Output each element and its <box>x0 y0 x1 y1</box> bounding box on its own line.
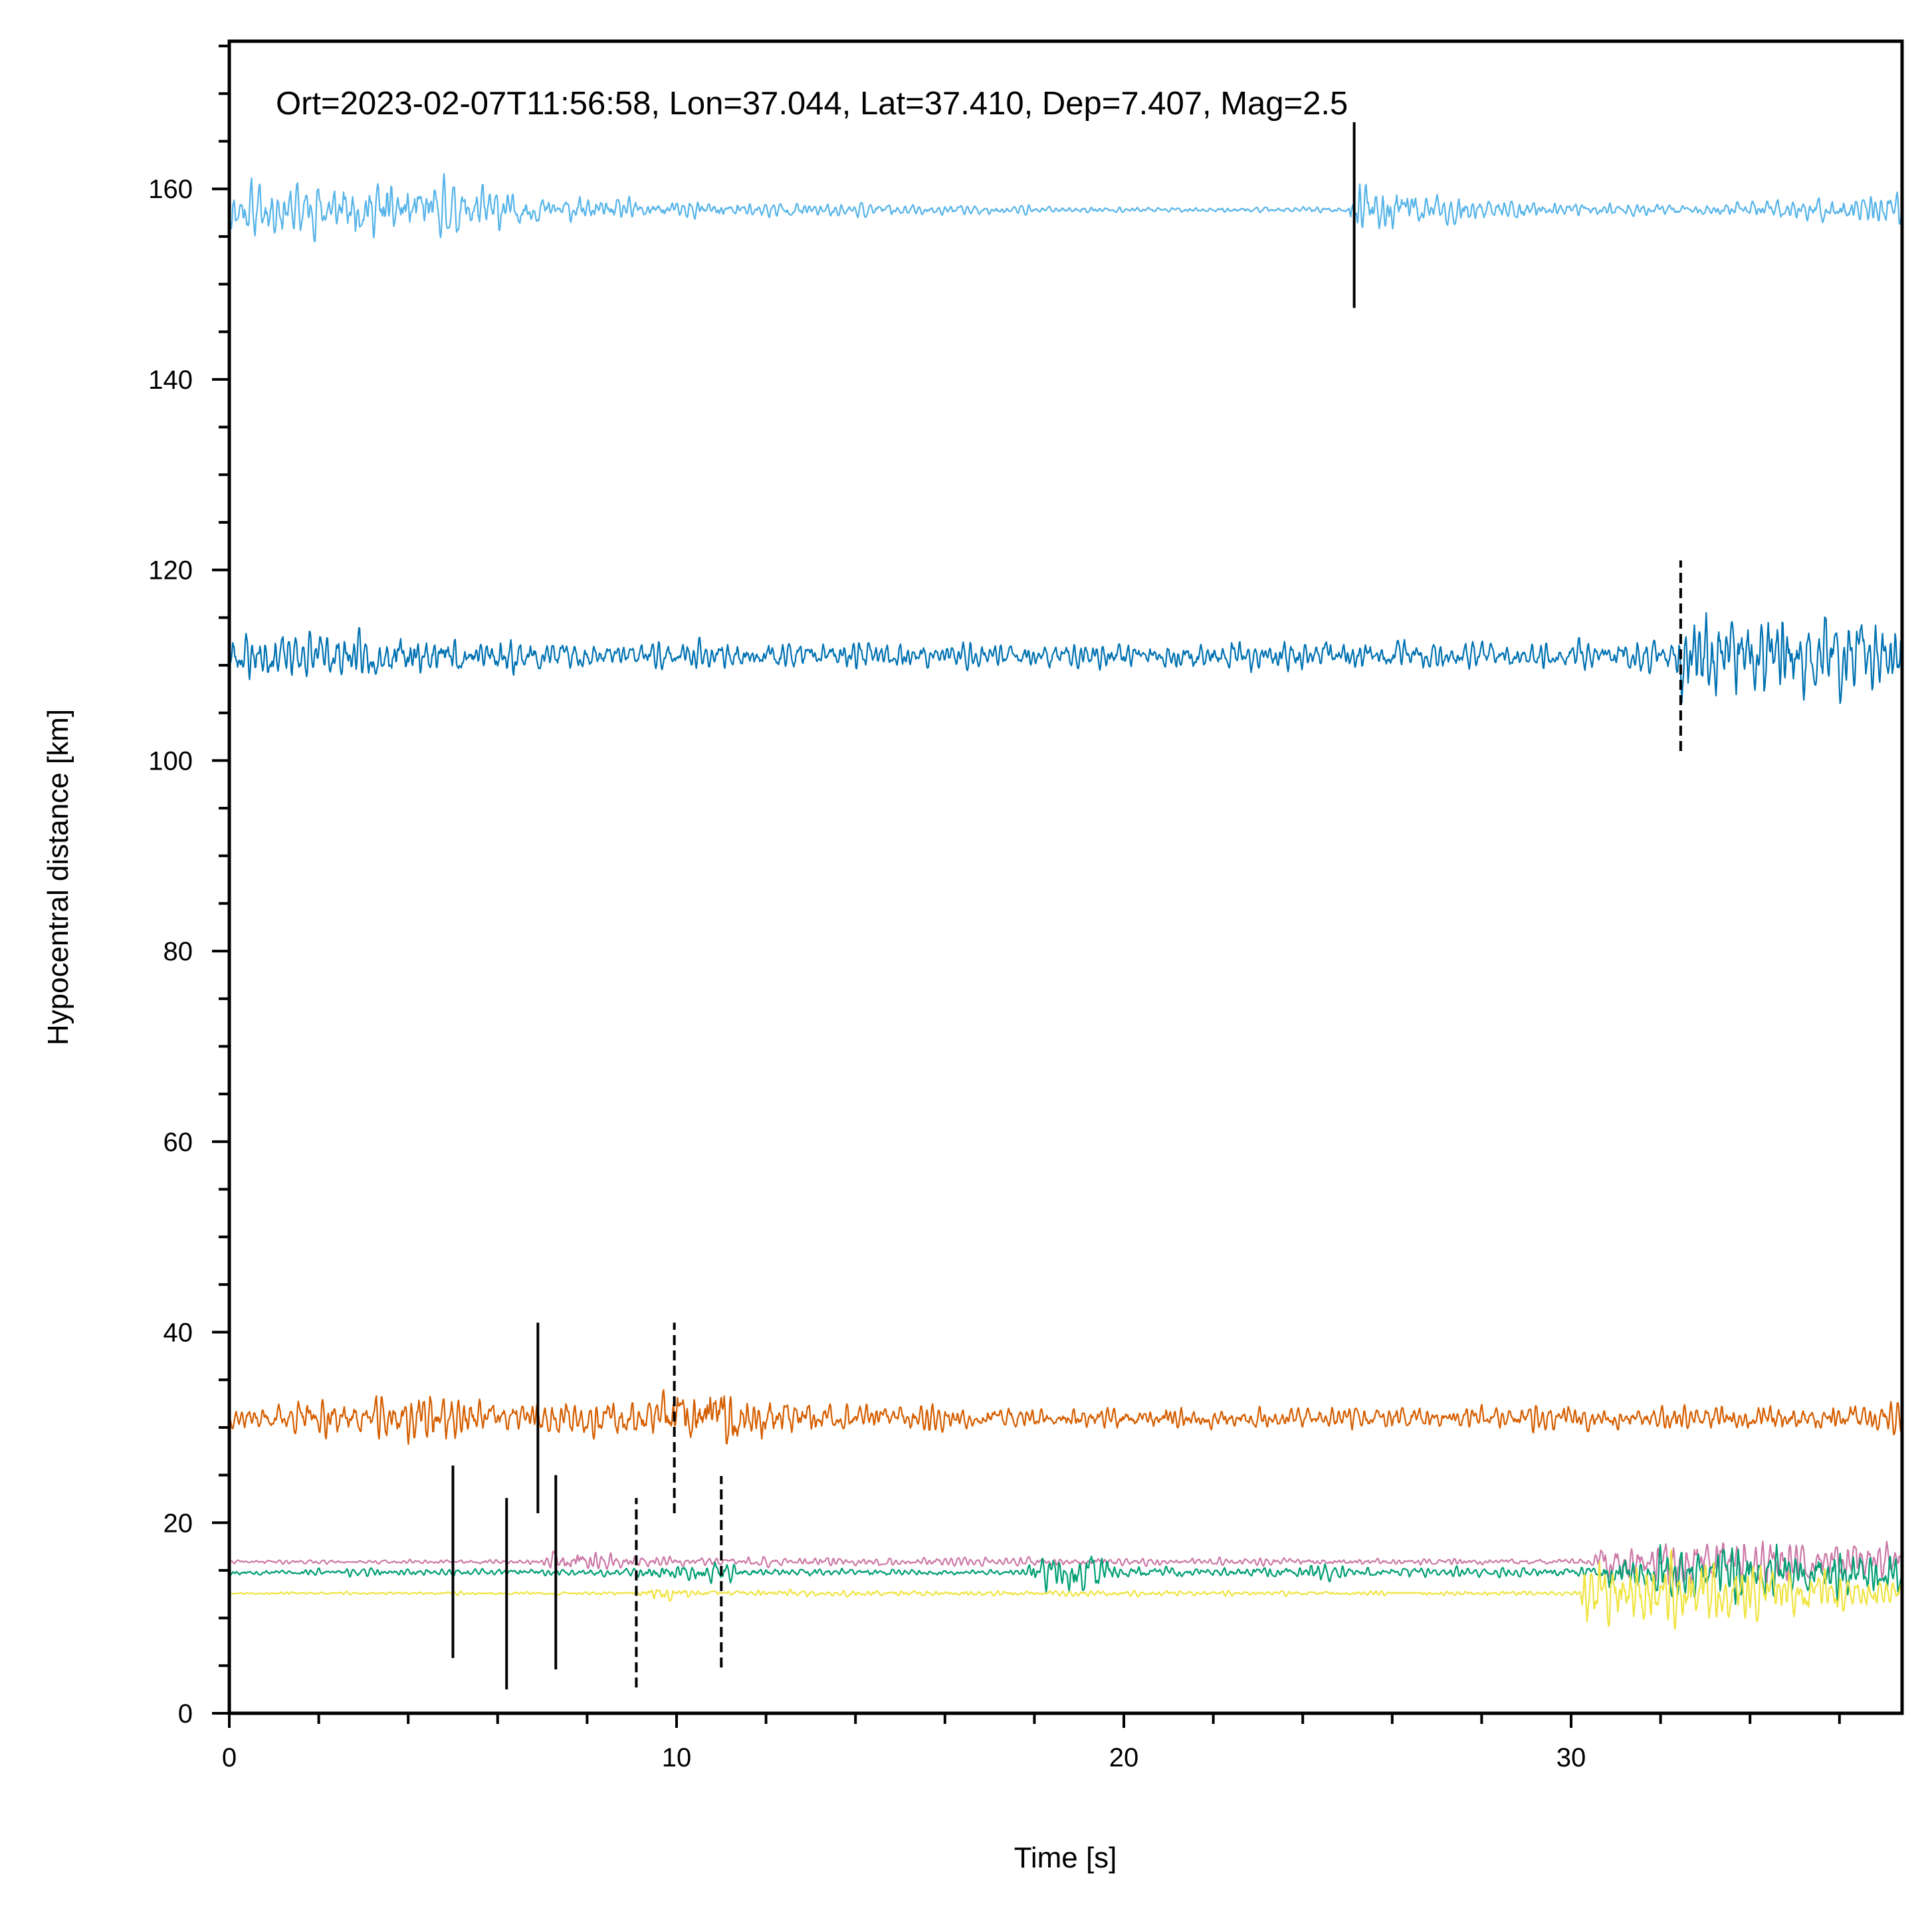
y-tick-label: 160 <box>148 175 193 204</box>
x-tick-label: 0 <box>222 1743 237 1772</box>
y-axis-label: Hypocentral distance [km] <box>42 709 74 1045</box>
traces-layer <box>228 173 1903 1630</box>
y-tick-label: 100 <box>148 746 193 776</box>
y-tick-label: 40 <box>163 1319 193 1348</box>
x-tick-label: 10 <box>662 1743 692 1772</box>
y-tick-label: 0 <box>178 1699 193 1729</box>
chart-title: Ort=2023-02-07T11:56:58, Lon=37.044, Lat… <box>276 86 1348 122</box>
x-tick-label: 20 <box>1109 1743 1139 1772</box>
y-tick-label: 60 <box>163 1128 193 1157</box>
picks-layer <box>451 122 1682 1690</box>
y-tick-label: 80 <box>163 937 193 966</box>
x-tick-label: 30 <box>1556 1743 1586 1772</box>
y-tick-label: 20 <box>163 1509 193 1538</box>
trace-13km <box>229 1549 1903 1630</box>
plot-frame <box>227 39 1904 1715</box>
trace-15km <box>229 1543 1903 1605</box>
y-tick-label: 120 <box>148 556 193 585</box>
x-axis-label: Time [s] <box>1014 1842 1117 1874</box>
axes-layer: 0 10 20 30 0 20 40 60 80 100 120 140 160 <box>148 39 1904 1772</box>
trace-31km <box>229 1389 1903 1445</box>
y-tick-label: 140 <box>148 366 193 395</box>
trace-158km <box>228 173 1903 243</box>
trace-111km <box>228 612 1903 704</box>
